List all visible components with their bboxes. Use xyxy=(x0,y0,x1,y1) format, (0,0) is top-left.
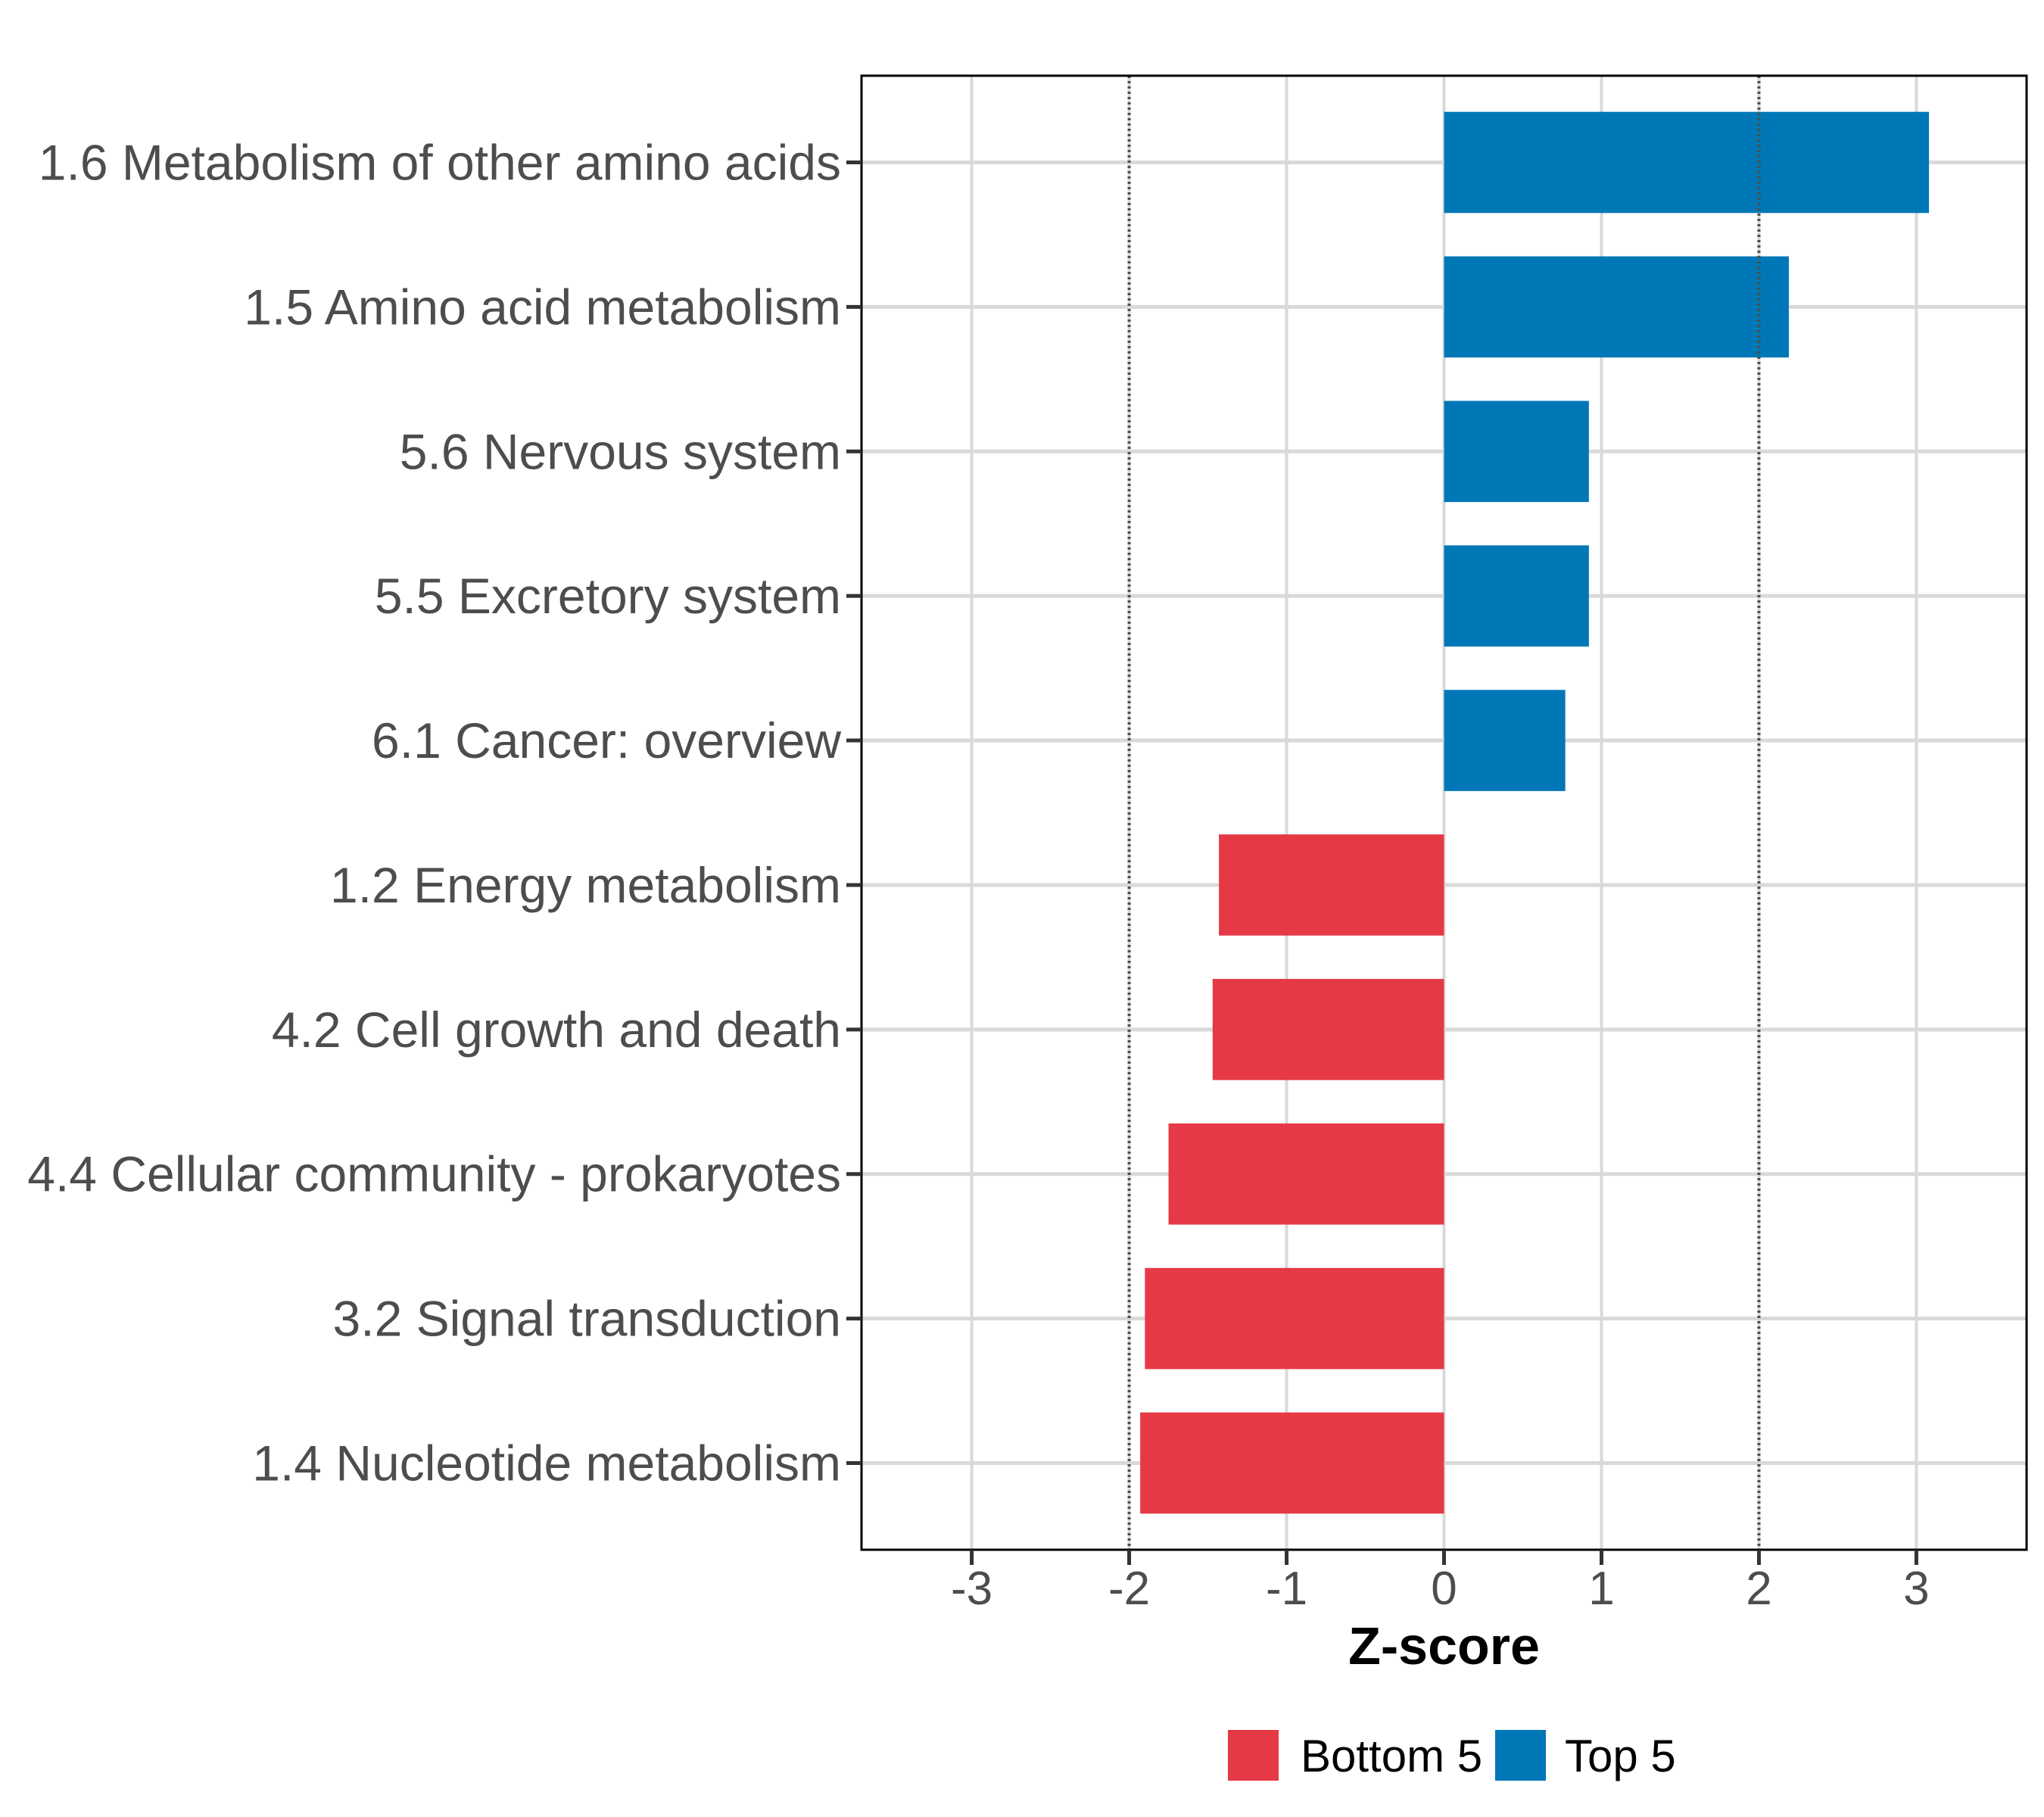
x-axis-title: Z-score xyxy=(1348,1616,1540,1675)
x-axis: -3 -2 -1 0 1 2 3 xyxy=(951,1550,1930,1615)
bar xyxy=(1219,834,1444,936)
legend-label: Top 5 xyxy=(1565,1731,1676,1781)
legend: Bottom 5 Top 5 xyxy=(1228,1730,1676,1781)
y-tick-label: 1.6 Metabolism of other amino acids xyxy=(39,135,841,191)
bar xyxy=(1444,400,1589,503)
y-tick-label: 1.5 Amino acid metabolism xyxy=(244,279,841,335)
y-tick-label: 3.2 Signal transduction xyxy=(333,1291,841,1347)
reference-lines xyxy=(1127,76,1761,1550)
y-tick-label: 6.1 Cancer: overview xyxy=(372,712,841,768)
y-tick-label: 5.5 Excretory system xyxy=(375,568,841,624)
legend-key xyxy=(1228,1730,1279,1781)
bar xyxy=(1444,690,1566,791)
bar xyxy=(1145,1267,1444,1370)
legend-key xyxy=(1495,1730,1546,1781)
y-tick-label: 4.2 Cell growth and death xyxy=(272,1002,841,1058)
x-tick-label: 1 xyxy=(1588,1563,1614,1615)
x-tick-label: -2 xyxy=(1108,1563,1150,1615)
bar xyxy=(1444,111,1930,213)
y-axis: 1.6 Metabolism of other amino acids 1.5 A… xyxy=(27,135,862,1491)
y-tick-label: 4.4 Cellular community - prokaryotes xyxy=(27,1146,841,1202)
x-tick-label: -3 xyxy=(951,1563,992,1615)
y-tick-label: 1.2 Energy metabolism xyxy=(330,857,841,913)
x-tick-label: -1 xyxy=(1266,1563,1307,1615)
x-tick-label: 2 xyxy=(1746,1563,1771,1615)
bars xyxy=(1140,111,1930,1514)
bar xyxy=(1444,545,1589,647)
x-tick-label: 3 xyxy=(1903,1563,1929,1615)
x-tick-label: 0 xyxy=(1431,1563,1457,1615)
y-tick-label: 5.6 Nervous system xyxy=(400,423,841,479)
legend-label: Bottom 5 xyxy=(1301,1731,1482,1781)
bar xyxy=(1212,979,1444,1080)
y-tick-label: 1.4 Nucleotide metabolism xyxy=(252,1435,841,1491)
bar xyxy=(1444,256,1789,358)
bar xyxy=(1140,1412,1444,1514)
bar xyxy=(1168,1123,1444,1225)
